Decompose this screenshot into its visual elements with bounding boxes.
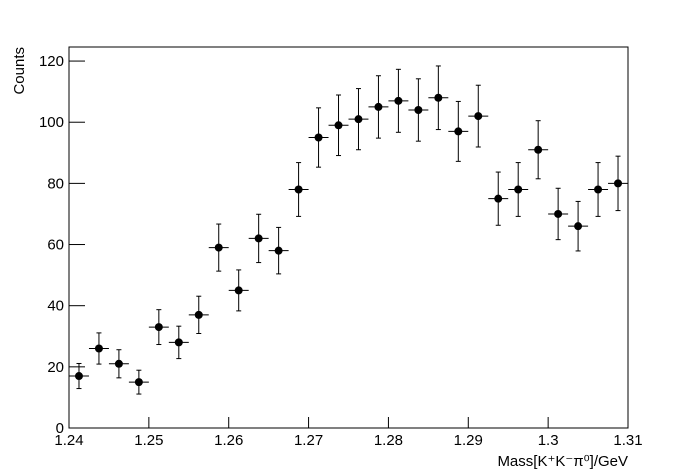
data-point (214, 243, 223, 252)
data-point (534, 145, 543, 154)
data-point (574, 222, 583, 231)
y-tick-label: 0 (56, 420, 64, 437)
data-point (594, 185, 603, 194)
data-point (374, 102, 383, 111)
x-axis-label: Mass[K⁺K⁻π⁰]/GeV (497, 453, 628, 470)
y-tick-label: 80 (47, 175, 64, 192)
data-point (414, 105, 423, 114)
data-point (274, 246, 283, 255)
data-point (254, 234, 263, 243)
data-point (174, 338, 183, 347)
data-point (294, 185, 303, 194)
data-point (394, 96, 403, 105)
frame (68, 46, 629, 429)
x-tick-label: 1.3 (538, 432, 559, 449)
x-tick-label: 1.25 (134, 432, 163, 449)
data-point (194, 310, 203, 319)
data-point (234, 286, 243, 295)
x-tick-label: 1.27 (294, 432, 323, 449)
data-point (614, 179, 623, 188)
x-tick-label: 1.26 (214, 432, 243, 449)
y-tick-label: 100 (39, 114, 64, 131)
data-point (454, 127, 463, 136)
data-point (114, 359, 123, 368)
y-axis-label: Counts (11, 47, 28, 95)
x-tick-label: 1.29 (454, 432, 483, 449)
data-point (474, 112, 483, 121)
x-tick-label: 1.24 (54, 432, 83, 449)
x-tick-label: 1.28 (374, 432, 403, 449)
data-point (314, 133, 323, 142)
data-point (94, 344, 103, 353)
data-point (334, 121, 343, 130)
data-point (134, 378, 143, 387)
data-point (354, 115, 363, 124)
data-point (74, 372, 83, 381)
data-point (434, 93, 443, 102)
data-point (554, 209, 563, 218)
y-tick-label: 40 (47, 298, 64, 315)
data-point (514, 185, 523, 194)
x-tick-label: 1.31 (613, 432, 642, 449)
y-tick-label: 120 (39, 53, 64, 70)
y-tick-label: 60 (47, 237, 64, 254)
data-point (154, 323, 163, 332)
y-tick-label: 20 (47, 359, 64, 376)
data-point (494, 194, 503, 203)
